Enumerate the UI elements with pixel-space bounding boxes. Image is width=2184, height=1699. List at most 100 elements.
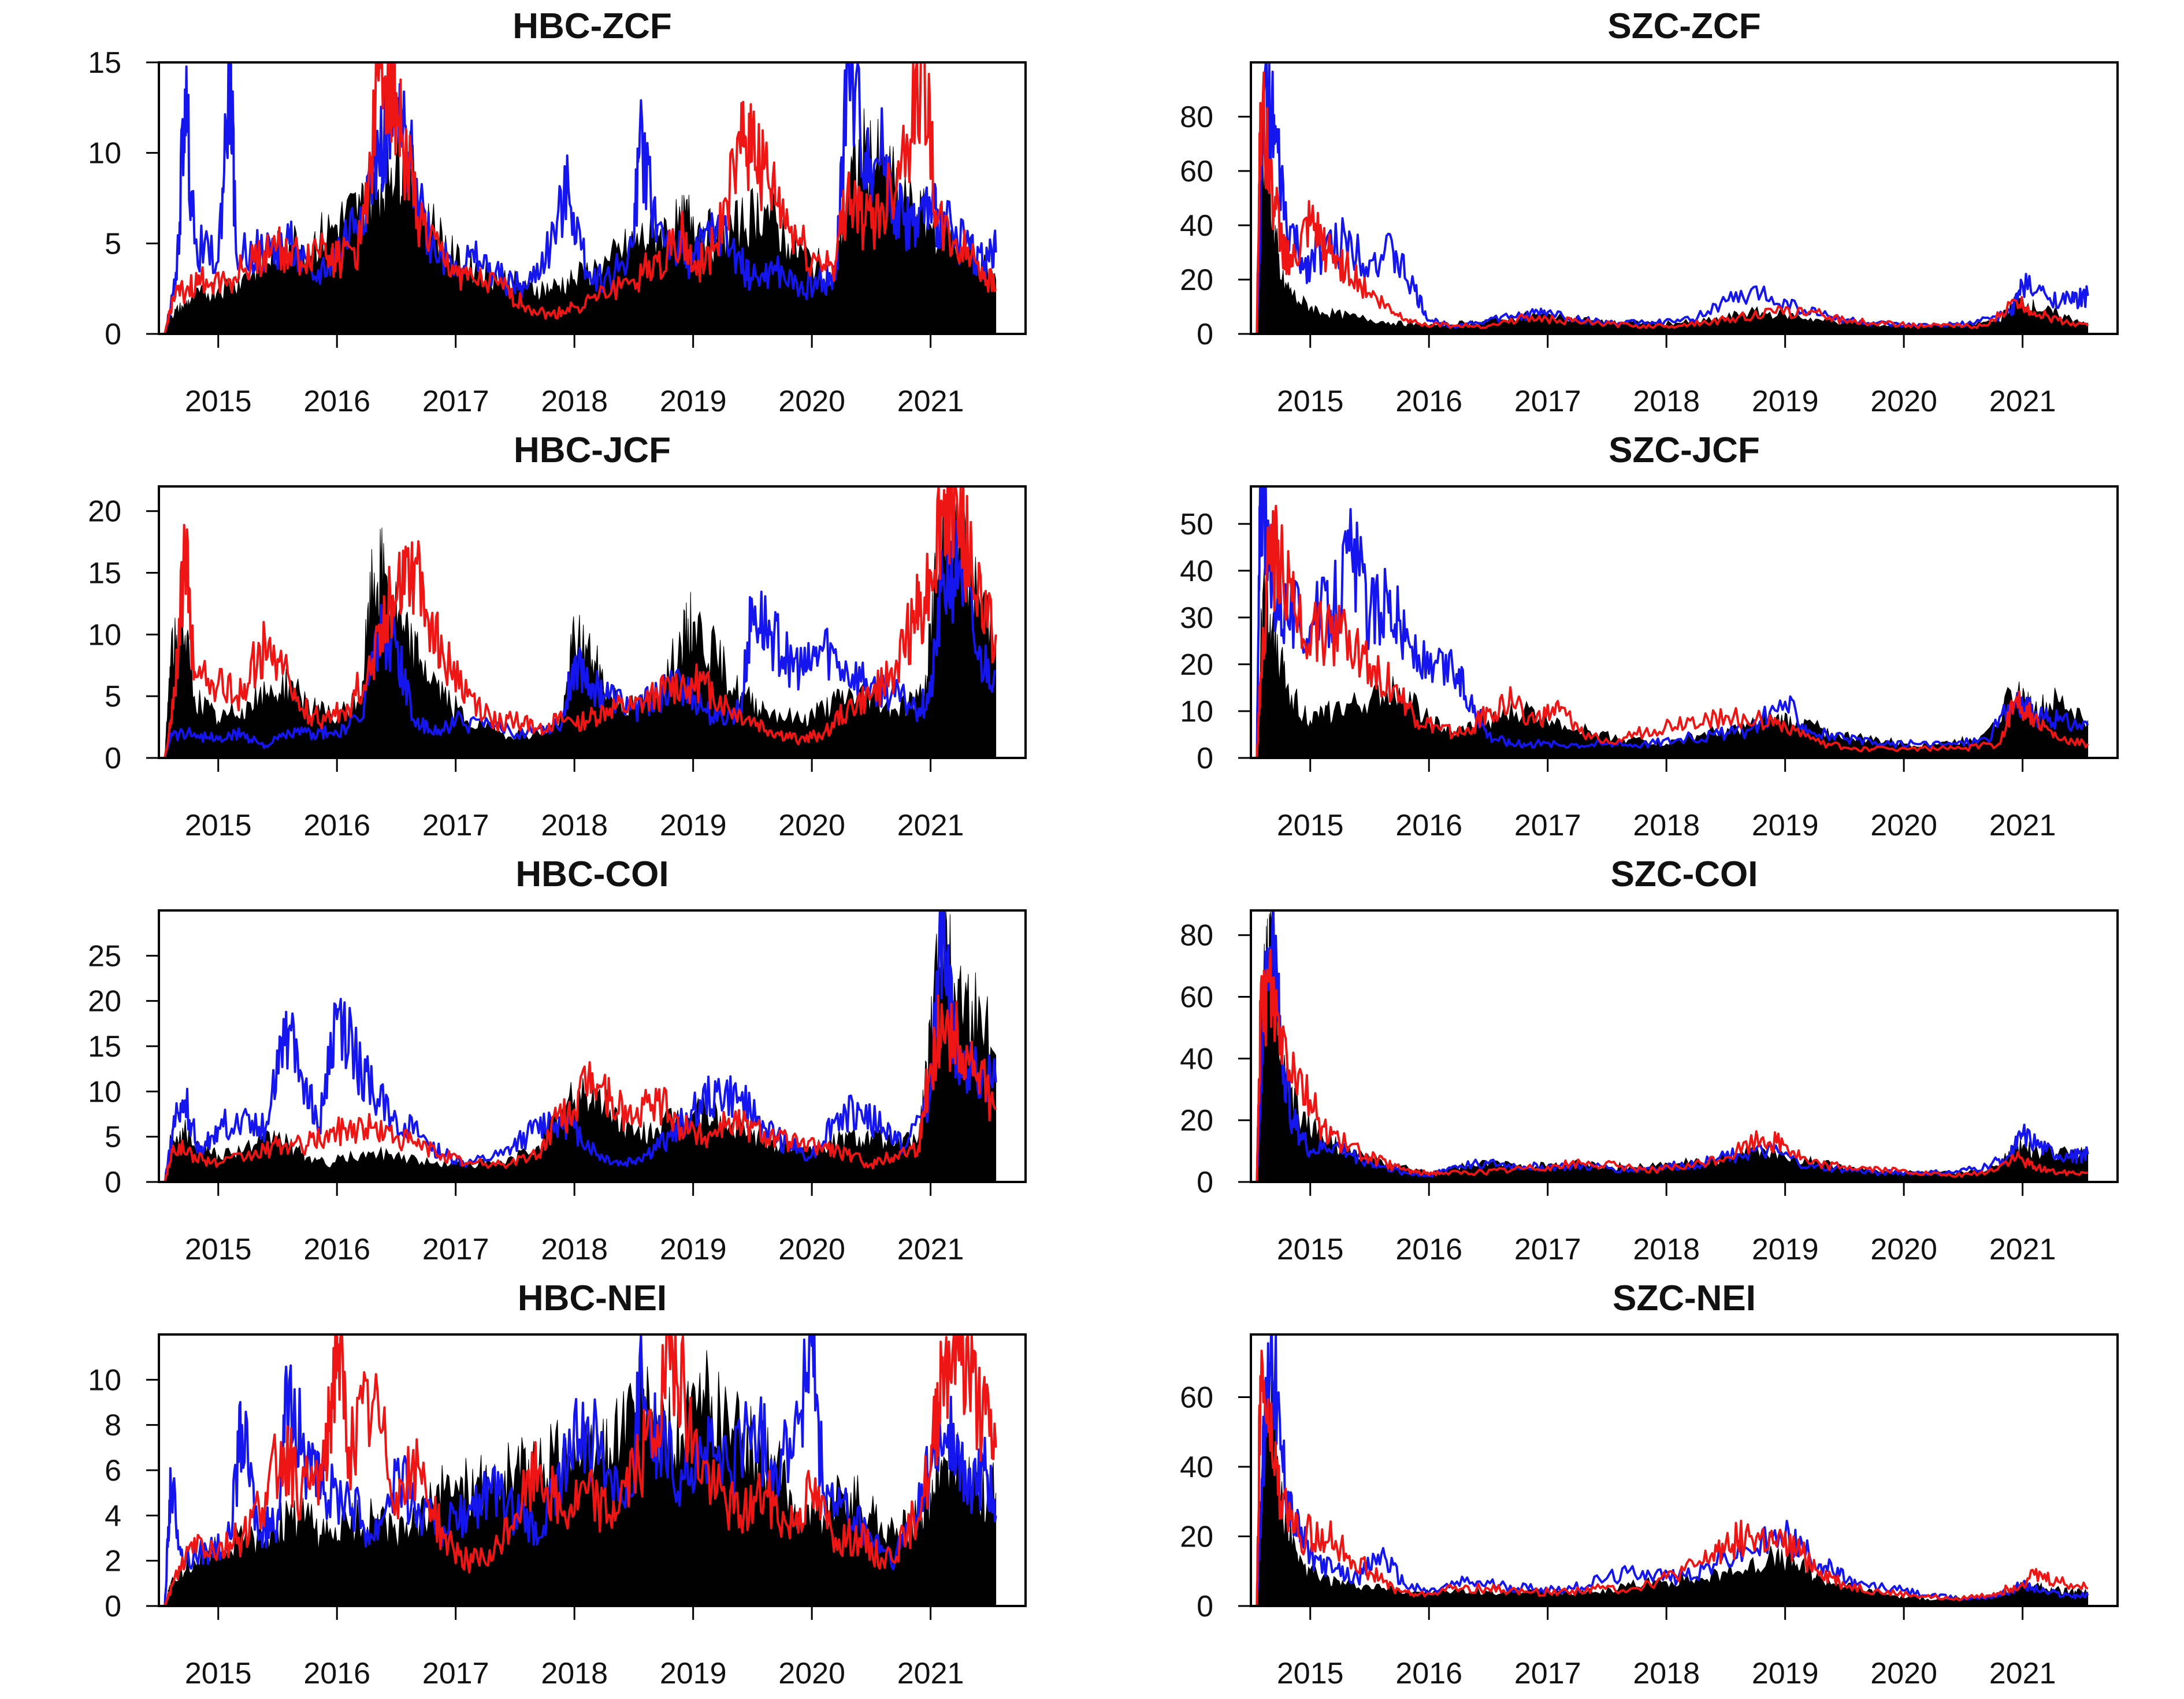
- panel-hbc-zcf: HBC-ZCF 0 5 10 15 2015 2016 2017 2018 2019 2020 202…: [0, 0, 1092, 424]
- series-blue-line: [164, 1334, 997, 1606]
- y-tick-label: 0: [1197, 318, 1213, 351]
- chart-hbc-jcf: HBC-JCF 0 5 10 15 20 2015 2016 2017 2018 2019 2020 2…: [88, 430, 1027, 842]
- x-tick-label: 2019: [1752, 809, 1819, 842]
- series-blue-line: [164, 62, 997, 334]
- x-tick-label: 2018: [1633, 1657, 1700, 1690]
- chart-szc-jcf: SZC-JCF 0 10 20 30 40 50 2015 2016 2017 2018 2019 20…: [1180, 430, 2119, 842]
- x-tick-label: 2016: [1395, 809, 1462, 842]
- panel-hbc-coi: HBC-COI 0 5 10 15 20 25 2015 2016 2017 2018 2019 202…: [0, 848, 1092, 1272]
- x-tick-label: 2016: [303, 809, 370, 842]
- y-tick-label: 10: [88, 618, 121, 652]
- x-tick-label: 2015: [1277, 385, 1344, 418]
- series-black-area: [164, 492, 997, 758]
- chart-title: HBC-NEI: [518, 1278, 667, 1318]
- x-tick-label: 2021: [1989, 1233, 2056, 1266]
- y-tick-label: 20: [1180, 1104, 1213, 1137]
- x-tick-label: 2019: [1752, 1657, 1819, 1690]
- x-tick-label: 2021: [897, 809, 964, 842]
- x-tick-label: 2018: [541, 1233, 608, 1266]
- plot-area: [164, 910, 997, 1182]
- x-tick-label: 2017: [422, 385, 489, 418]
- x-tick-label: 2020: [1870, 1233, 1937, 1266]
- x-tick-label: 2021: [897, 1233, 964, 1266]
- series-blue-line: [1256, 62, 2089, 334]
- y-tick-label: 10: [88, 1075, 121, 1109]
- y-tick-label: 6: [105, 1454, 121, 1488]
- y-tick-label: 5: [105, 227, 121, 261]
- y-tick-label: 40: [1180, 1042, 1213, 1076]
- y-tick-label: 40: [1180, 555, 1213, 588]
- plot-frame: [1250, 61, 2119, 335]
- chart-title: HBC-ZCF: [512, 6, 672, 46]
- x-tick-label: 2019: [660, 809, 727, 842]
- x-tick-label: 2017: [1514, 1233, 1581, 1266]
- series-red-line: [164, 486, 997, 758]
- plot-frame: [158, 485, 1027, 759]
- x-tick-label: 2021: [1989, 385, 2056, 418]
- y-tick-label: 0: [1197, 742, 1213, 775]
- chart-title: SZC-ZCF: [1607, 6, 1760, 46]
- x-tick-label: 2017: [1514, 1657, 1581, 1690]
- x-tick-label: 2020: [1870, 809, 1937, 842]
- x-tick-label: 2017: [1514, 809, 1581, 842]
- panel-szc-jcf: SZC-JCF 0 10 20 30 40 50 2015 2016 2017 2018 2019 20…: [1092, 424, 2184, 848]
- y-tick-label: 5: [105, 680, 121, 713]
- y-tick-label: 0: [105, 1166, 121, 1199]
- plot-area: [1256, 486, 2089, 758]
- x-tick-label: 2015: [1277, 1657, 1344, 1690]
- series-black-area: [1256, 568, 2089, 758]
- x-tick-label: 2016: [303, 1233, 370, 1266]
- series-red-line: [1256, 71, 2089, 334]
- x-tick-label: 2021: [897, 1657, 964, 1690]
- y-tick-label: 30: [1180, 601, 1213, 635]
- x-tick-label: 2020: [1870, 385, 1937, 418]
- series-blue-line: [1256, 1334, 2089, 1606]
- plot-frame: [1250, 485, 2119, 759]
- x-tick-label: 2015: [1277, 809, 1344, 842]
- chart-szc-coi: SZC-COI 0 20 40 60 80 2015 2016 2017 2018 2019 2020…: [1180, 854, 2119, 1266]
- y-tick-label: 0: [1197, 1590, 1213, 1623]
- x-tick-label: 2021: [1989, 809, 2056, 842]
- x-tick-label: 2015: [185, 1233, 252, 1266]
- x-tick-label: 2020: [778, 1657, 845, 1690]
- x-tick-label: 2019: [660, 385, 727, 418]
- y-tick-label: 15: [88, 1030, 121, 1064]
- x-tick-label: 2016: [303, 1657, 370, 1690]
- x-tick-label: 2016: [1395, 385, 1462, 418]
- y-tick-label: 8: [105, 1409, 121, 1443]
- series-blue-line: [164, 910, 997, 1182]
- panel-szc-nei: SZC-NEI 0 20 40 60 2015 2016 2017 2018 2019 2020 20…: [1092, 1272, 2184, 1696]
- y-tick-label: 80: [1180, 919, 1213, 953]
- y-tick-label: 50: [1180, 508, 1213, 541]
- y-tick-label: 15: [88, 46, 121, 80]
- y-tick-label: 0: [105, 1590, 121, 1623]
- chart-szc-nei: SZC-NEI 0 20 40 60 2015 2016 2017 2018 2019 2020 20…: [1180, 1278, 2119, 1690]
- chart-title: SZC-COI: [1611, 854, 1758, 894]
- x-tick-label: 2016: [303, 385, 370, 418]
- y-tick-label: 20: [88, 495, 121, 529]
- y-tick-label: 0: [1197, 1166, 1213, 1199]
- y-tick-label: 20: [1180, 648, 1213, 682]
- x-tick-label: 2015: [1277, 1233, 1344, 1266]
- y-tick-label: 10: [88, 137, 121, 170]
- y-tick-label: 20: [1180, 263, 1213, 297]
- y-tick-label: 10: [1180, 695, 1213, 728]
- series-blue-line: [1256, 910, 2089, 1182]
- series-red-line: [164, 62, 997, 334]
- y-tick-label: 60: [1180, 1381, 1213, 1414]
- plot-area: [1256, 62, 2089, 334]
- x-tick-label: 2020: [778, 809, 845, 842]
- plot-area: [1256, 1334, 2089, 1606]
- x-tick-label: 2017: [422, 1657, 489, 1690]
- y-tick-label: 80: [1180, 101, 1213, 134]
- x-tick-label: 2018: [541, 385, 608, 418]
- plot-frame: [1250, 909, 2119, 1183]
- panel-hbc-nei: HBC-NEI 0 2 4 6 8 10 2015 2016 2017 2018 2019 2020 20…: [0, 1272, 1092, 1696]
- x-tick-label: 2018: [541, 809, 608, 842]
- y-tick-label: 25: [88, 939, 121, 973]
- x-tick-label: 2018: [541, 1657, 608, 1690]
- series-black-area: [1256, 910, 2089, 1182]
- series-red-line: [1256, 1349, 2089, 1606]
- y-tick-label: 20: [1180, 1520, 1213, 1553]
- chart-title: SZC-NEI: [1613, 1278, 1756, 1318]
